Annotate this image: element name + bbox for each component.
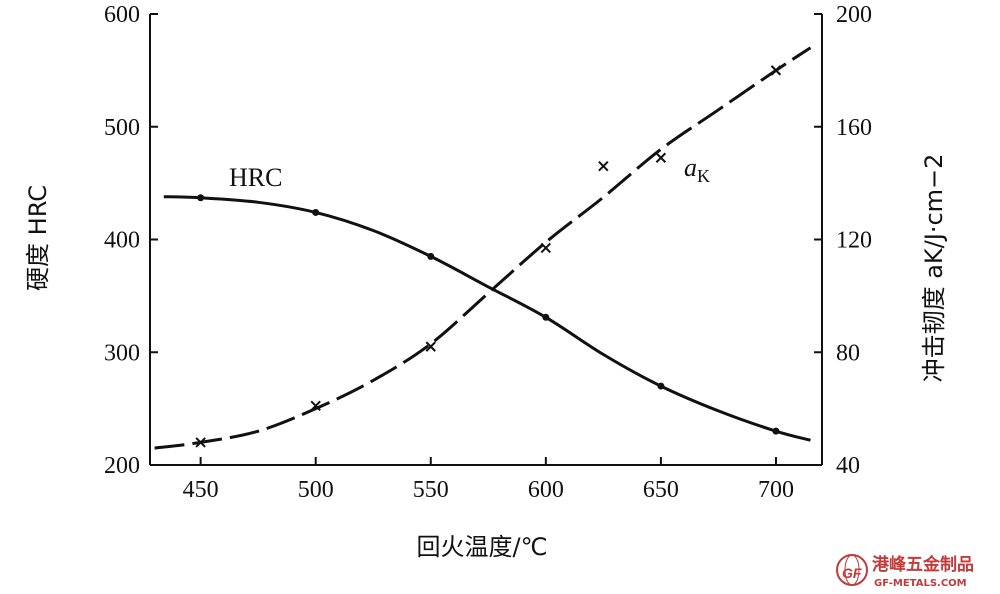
ak-data-point [770,65,782,76]
left-y-tick-label: 200 [104,453,140,479]
hrc-data-point [542,313,550,321]
right-y-tick-label: 40 [836,453,860,479]
ak-data-point [540,242,552,254]
right-y-axis-title: 冲击韧度 aK/J·cm−2 [920,154,948,383]
x-tick-label: 700 [758,477,794,503]
ak-marker-stroke [655,152,667,163]
right-y-tick-label: 200 [836,2,872,28]
right-y-axis: 40 80 120 160 200 [814,2,872,479]
ak-marker-stroke [598,161,609,172]
hrc-series-line [163,195,811,442]
ak-marker-stroke [770,65,782,76]
watermark-chinese-text: 港峰五金制品 [872,554,974,575]
x-tick-label: 550 [413,477,449,503]
ak-data-point [425,341,436,352]
ak-data-point [310,400,321,412]
plot-frame [149,14,823,466]
right-y-tick-label: 120 [836,228,872,254]
x-tick-label: 450 [183,477,219,503]
watermark-english-text: GF-METALS.COM [874,578,967,589]
ak-marker-stroke [195,437,206,448]
hrc-data-point [312,208,320,216]
watermark: GF 港峰五金制品 GF-METALS.COM [836,554,974,589]
ak-series-line [154,46,812,450]
watermark-logo-text: GF [842,565,862,581]
hrc-data-point [427,252,435,260]
left-y-tick-label: 600 [104,2,140,28]
left-y-axis-title: 硬度 HRC [24,185,52,291]
ak-label-sub: K [697,166,710,186]
x-tick-label: 600 [528,477,564,503]
x-tick-label: 650 [643,477,679,503]
hrc-data-point [772,427,780,435]
right-y-tick-label: 160 [836,115,872,141]
ak-marker-stroke [425,341,436,352]
globe-meridian-icon [844,554,860,586]
left-y-axis: 200 300 400 500 600 [104,2,158,479]
left-y-tick-label: 300 [104,340,140,366]
series-layer [154,46,812,450]
ak-marker-stroke [540,242,552,254]
ak-series-label: aK [684,153,710,186]
ak-marker-stroke [310,400,321,412]
x-axis: 450 500 550 600 650 700 [183,457,794,503]
left-y-tick-label: 500 [104,115,140,141]
hrc-data-point [657,382,665,390]
hrc-series-label: HRC [229,163,282,192]
ak-data-point [598,161,609,172]
right-y-tick-label: 80 [836,340,860,366]
x-axis-title: 回火温度/℃ [416,533,547,561]
ak-label-main: a [684,153,697,182]
hrc-data-point [197,194,205,202]
ak-data-point [655,152,667,163]
ak-data-point [195,437,206,448]
x-tick-label: 500 [298,477,334,503]
left-y-tick-label: 400 [104,228,140,254]
